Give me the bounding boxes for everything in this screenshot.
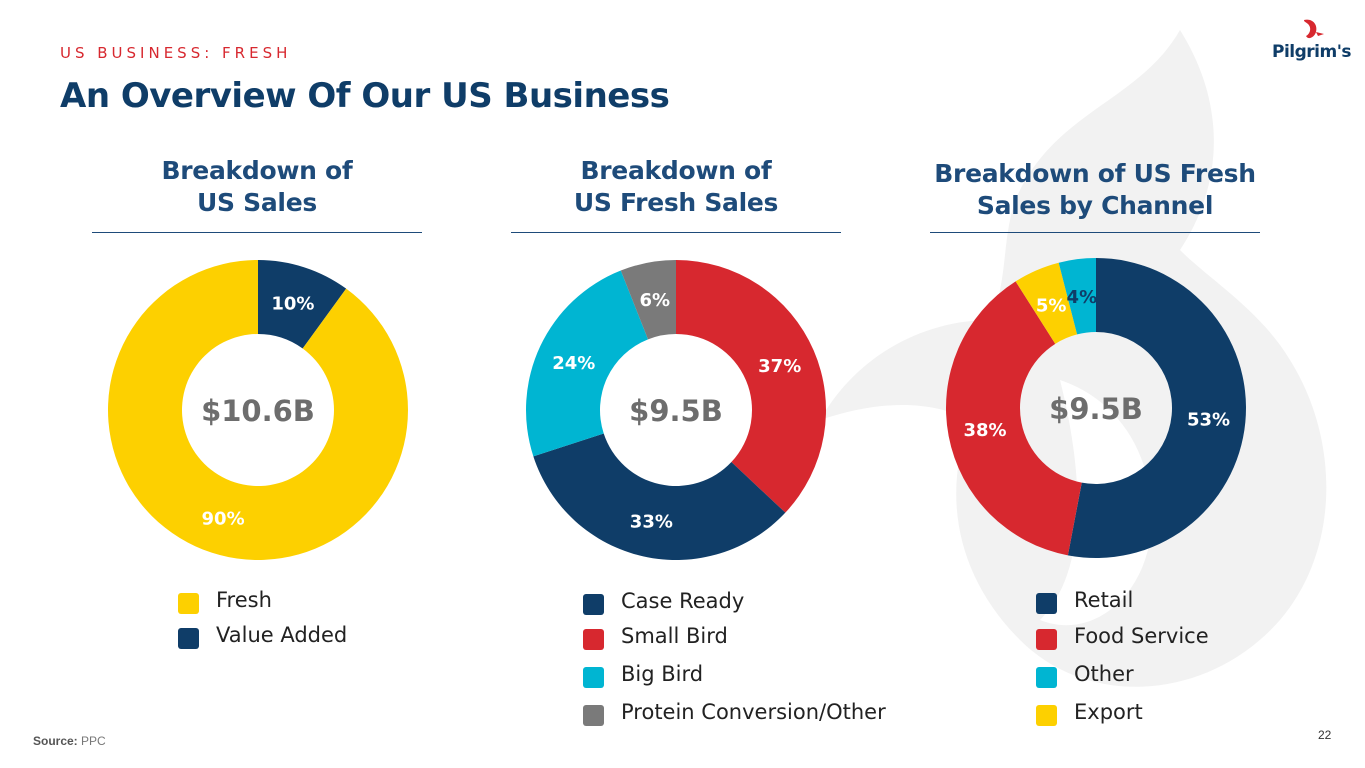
legend-label: Small Bird	[621, 624, 728, 648]
page-number: 22	[1318, 728, 1332, 742]
page-title: An Overview Of Our US Business	[60, 76, 670, 116]
legend-item-case-ready: Case Ready	[583, 589, 903, 627]
slice-case-ready	[533, 433, 786, 560]
chart-2-donut: 37% 33% 24% 6% $9.5B	[526, 260, 826, 560]
source-note: Source: PPC	[33, 734, 106, 748]
legend-label: Value Added	[216, 623, 348, 647]
chart-1-title-line-2: US Sales	[197, 188, 317, 217]
chart-2-title-line-2: US Fresh Sales	[573, 188, 779, 217]
section-eyebrow: US BUSINESS: FRESH	[60, 44, 292, 62]
chart-3-title-line-2: Sales by Channel	[976, 191, 1214, 220]
data-label-export: 5%	[1036, 295, 1067, 316]
legend-swatch	[1036, 629, 1057, 650]
chart-3-donut: 53% 38% 5% 4% $9.5B	[946, 258, 1246, 558]
legend-label: Big Bird	[621, 662, 704, 686]
legend-swatch	[583, 629, 604, 650]
chart-1-title-line-1: Breakdown of	[161, 156, 353, 185]
chart-1-donut: 10% 90% $10.6B	[108, 260, 409, 560]
legend-label: Food Service	[1074, 624, 1209, 648]
data-label-value-added: 10%	[271, 294, 314, 315]
legend-label: Fresh	[216, 588, 272, 612]
center-total-label: $9.5B	[629, 394, 723, 428]
legend-swatch	[178, 628, 199, 649]
data-label-other: 4%	[1067, 287, 1098, 308]
slice-export	[1015, 262, 1078, 344]
legend-label: Case Ready	[621, 589, 745, 613]
chart-2-divider	[511, 232, 841, 233]
pilgrims-logo	[1304, 19, 1324, 39]
data-label-case-ready: 33%	[630, 511, 673, 532]
slice-protein-conversion-other	[620, 260, 676, 340]
legend-item-retail: Retail	[1036, 588, 1356, 626]
data-label-small-bird: 37%	[758, 356, 801, 377]
slice-retail	[1067, 258, 1246, 558]
data-label-fresh: 90%	[202, 508, 245, 529]
source-value: PPC	[81, 734, 106, 748]
legend-label: Retail	[1074, 588, 1134, 612]
legend-item-export: Export	[1036, 700, 1356, 738]
legend-label: Other	[1074, 662, 1134, 686]
slice-big-bird	[526, 270, 649, 457]
chart-3-title: Breakdown of US Fresh Sales by Channel	[930, 158, 1260, 222]
chart-2-title-line-1: Breakdown of	[580, 156, 772, 185]
data-label-food-service: 38%	[963, 420, 1006, 441]
chart-1-divider	[92, 232, 422, 233]
logo-text: Pilgrim's	[1272, 42, 1352, 62]
legend-swatch	[583, 667, 604, 688]
source-label: Source:	[33, 734, 78, 748]
legend-item-fresh: Fresh	[178, 588, 498, 626]
legend-item-big-bird: Big Bird	[583, 662, 903, 700]
legend-item-other: Other	[1036, 662, 1356, 700]
data-label-protein-conversion-other: 6%	[640, 290, 671, 311]
legend-swatch	[583, 705, 604, 726]
legend-item-value-added: Value Added	[178, 623, 498, 661]
chart-1-title: Breakdown of US Sales	[92, 155, 422, 219]
data-label-big-bird: 24%	[552, 353, 595, 374]
legend-label: Protein Conversion/Other	[621, 700, 886, 724]
chart-2-title: Breakdown of US Fresh Sales	[511, 155, 841, 219]
center-total-label: $9.5B	[1049, 392, 1143, 426]
legend-swatch	[1036, 667, 1057, 688]
chart-3-divider	[930, 232, 1260, 233]
data-label-retail: 53%	[1187, 410, 1230, 431]
legend-item-protein-conversion-other: Protein Conversion/Other	[583, 700, 903, 738]
legend-item-food-service: Food Service	[1036, 624, 1356, 662]
legend-swatch	[583, 594, 604, 615]
slice-value-added	[258, 260, 347, 349]
slice-small-bird	[676, 260, 826, 513]
legend-swatch	[1036, 705, 1057, 726]
legend-label: Export	[1074, 700, 1143, 724]
legend-swatch	[178, 593, 199, 614]
legend-swatch	[1036, 593, 1057, 614]
legend-item-small-bird: Small Bird	[583, 624, 903, 662]
center-total-label: $10.6B	[201, 394, 315, 428]
slice-fresh	[108, 260, 409, 560]
slice-food-service	[946, 281, 1082, 556]
chart-3-title-line-1: Breakdown of US Fresh	[934, 159, 1256, 188]
slice-other	[1058, 258, 1096, 335]
